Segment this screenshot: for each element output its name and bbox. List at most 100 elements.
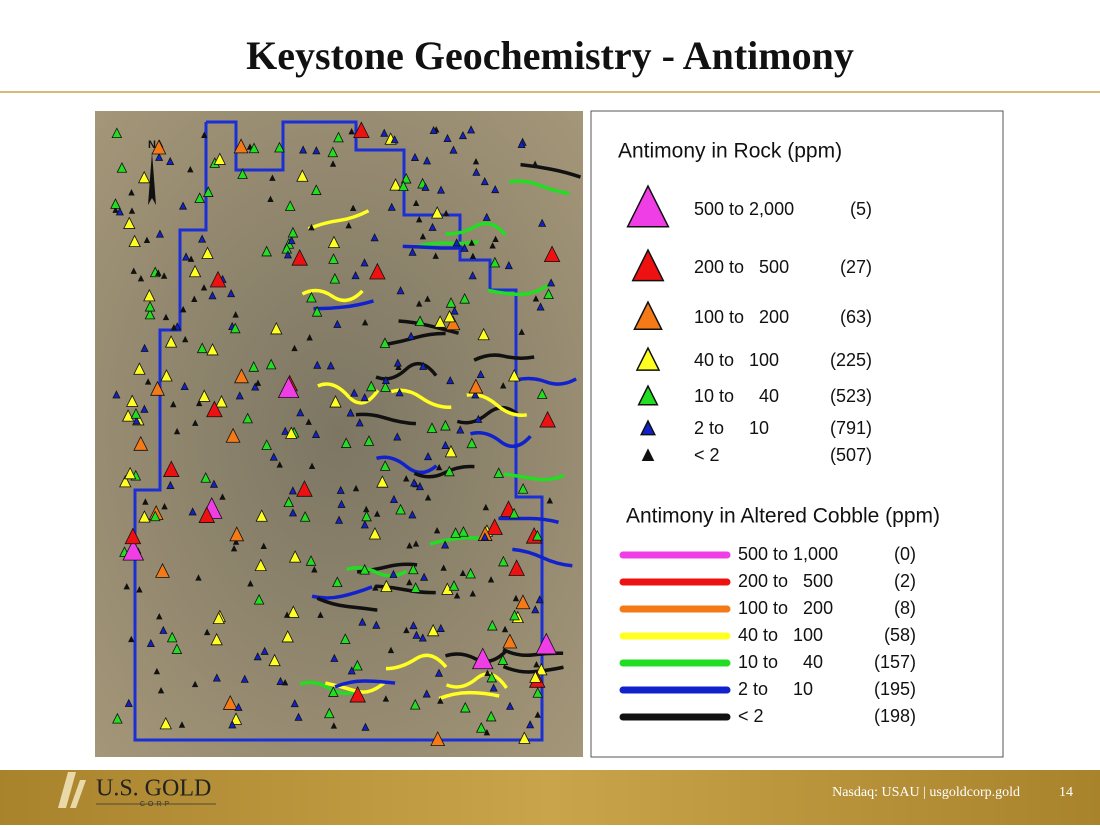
sample-point bbox=[482, 503, 490, 511]
sample-point bbox=[508, 507, 520, 519]
sample-point bbox=[480, 177, 489, 186]
sample-point bbox=[146, 638, 155, 648]
sample-point bbox=[361, 510, 372, 522]
sample-point bbox=[160, 369, 173, 382]
sample-point bbox=[267, 195, 274, 203]
sample-point bbox=[308, 462, 316, 469]
sample-point bbox=[449, 145, 458, 154]
sample-point bbox=[201, 131, 208, 138]
sample-point bbox=[330, 653, 339, 662]
sample-point bbox=[393, 432, 402, 441]
sample-point bbox=[182, 252, 191, 261]
footer-band bbox=[0, 770, 1100, 825]
cobble-trace bbox=[502, 664, 564, 674]
sample-point bbox=[281, 630, 294, 643]
sample-point bbox=[151, 139, 167, 155]
sample-point bbox=[329, 160, 337, 167]
sample-point bbox=[116, 162, 128, 173]
sample-point bbox=[509, 609, 520, 621]
north-arrow bbox=[148, 152, 156, 205]
legend-range: 100 to 200 bbox=[694, 307, 789, 327]
map-background bbox=[95, 111, 583, 757]
legend-range: < 2 bbox=[738, 706, 764, 726]
sample-point bbox=[443, 133, 452, 142]
sample-point bbox=[409, 621, 418, 630]
sample-point bbox=[508, 369, 521, 382]
cobble-trace bbox=[299, 680, 361, 696]
sample-point bbox=[389, 178, 402, 191]
sample-point bbox=[518, 731, 531, 744]
sample-point bbox=[306, 291, 317, 303]
sample-point bbox=[137, 274, 145, 282]
sample-point bbox=[426, 422, 438, 433]
sample-point bbox=[206, 343, 219, 356]
sample-point bbox=[285, 426, 298, 439]
logo-text: U.S. GOLD bbox=[96, 776, 211, 802]
legend-range: < 2 bbox=[694, 445, 720, 465]
sample-point bbox=[268, 653, 281, 667]
sample-point bbox=[359, 563, 370, 575]
sample-point bbox=[489, 256, 501, 268]
legend-range: 2 to 10 bbox=[738, 679, 813, 699]
sample-point bbox=[276, 461, 283, 468]
sample-point bbox=[195, 399, 203, 407]
sample-point bbox=[191, 680, 199, 688]
cobble-trace bbox=[520, 162, 582, 179]
sample-point bbox=[253, 652, 262, 661]
sample-point bbox=[538, 218, 547, 227]
cobble-trace bbox=[385, 653, 448, 671]
sample-point bbox=[443, 309, 456, 323]
sample-point bbox=[124, 698, 133, 707]
page-number: 14 bbox=[1059, 785, 1073, 800]
sample-point bbox=[270, 321, 283, 335]
sample-point bbox=[415, 215, 423, 223]
sample-point bbox=[261, 245, 272, 257]
sample-point bbox=[178, 201, 188, 210]
sample-point bbox=[472, 167, 481, 176]
sample-point bbox=[531, 160, 539, 167]
sample-point bbox=[198, 389, 211, 402]
sample-point bbox=[281, 426, 290, 435]
sample-point bbox=[180, 381, 189, 391]
sample-point bbox=[349, 685, 366, 703]
sample-point bbox=[419, 232, 427, 240]
sample-point bbox=[128, 635, 135, 643]
sample-point bbox=[232, 311, 239, 318]
sample-point bbox=[468, 378, 484, 394]
sample-point bbox=[431, 206, 444, 219]
sample-point bbox=[274, 141, 285, 153]
cobble-trace bbox=[385, 331, 446, 347]
sample-point bbox=[412, 199, 420, 207]
sample-point bbox=[419, 361, 428, 370]
sample-point bbox=[363, 435, 375, 446]
cobble-trace bbox=[301, 288, 364, 303]
sample-point bbox=[533, 660, 540, 668]
sample-point bbox=[450, 306, 459, 315]
sample-point bbox=[395, 503, 406, 515]
sample-point bbox=[153, 667, 161, 675]
sample-point bbox=[518, 328, 525, 335]
sample-point bbox=[110, 198, 121, 209]
sample-point bbox=[389, 494, 398, 504]
sample-point bbox=[150, 380, 165, 396]
map: N bbox=[95, 111, 583, 757]
sample-point bbox=[459, 569, 467, 577]
sample-point bbox=[229, 712, 243, 725]
slide-title: Keystone Geochemistry - Antimony bbox=[246, 33, 854, 78]
sample-point bbox=[200, 284, 208, 291]
legend-symbol bbox=[641, 448, 655, 461]
logo-sub: CORP bbox=[140, 801, 172, 808]
sample-point bbox=[277, 376, 300, 399]
cobble-trace bbox=[498, 516, 559, 524]
sample-point bbox=[430, 731, 446, 746]
sample-point bbox=[144, 378, 152, 385]
sample-point bbox=[389, 569, 398, 578]
legend-count: (5) bbox=[850, 199, 872, 219]
sample-point bbox=[395, 363, 402, 370]
sample-point bbox=[403, 626, 410, 634]
sample-point bbox=[164, 335, 178, 348]
sample-point bbox=[493, 467, 505, 478]
sample-point bbox=[504, 261, 513, 270]
sample-point bbox=[155, 269, 162, 276]
sample-point bbox=[379, 460, 391, 471]
